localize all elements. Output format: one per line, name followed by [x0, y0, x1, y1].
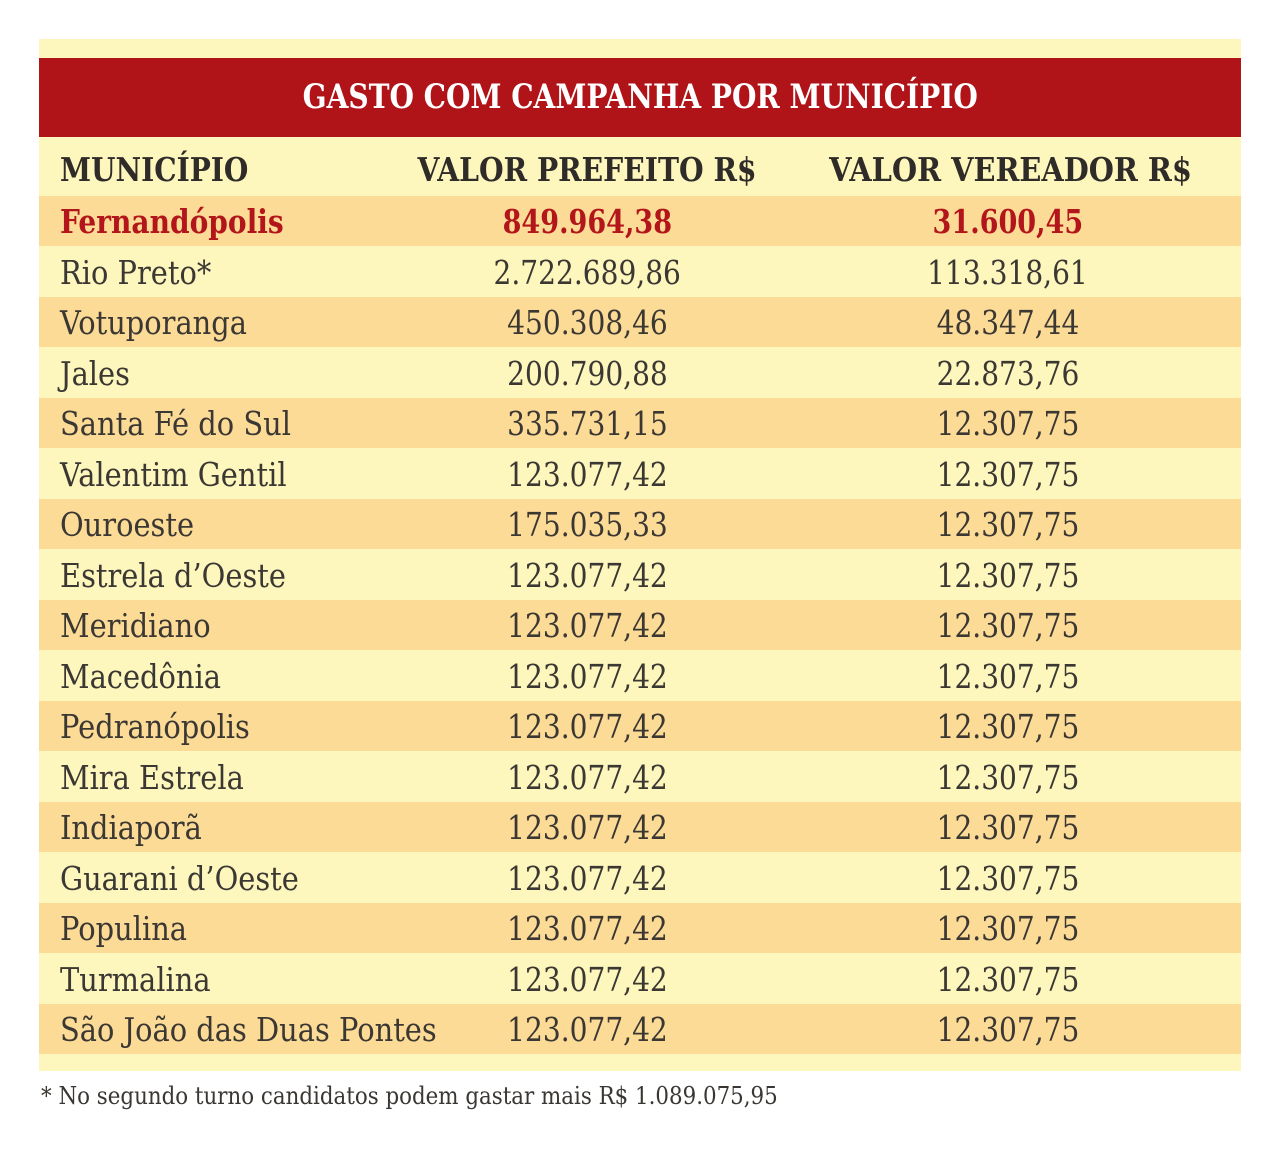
- cell-municipio: São João das Duas Pontes: [60, 1010, 437, 1050]
- cell-valor-prefeito: 123.077,42: [506, 1010, 668, 1050]
- table-row: Pedranópolis 123.077,42 12.307,75: [39, 700, 1241, 751]
- column-header-valor-vereador: VALOR VEREADOR R$: [829, 149, 1192, 189]
- table-row: Rio Preto* 2.722.689,86 113.318,61: [39, 246, 1241, 297]
- cell-valor-vereador: 12.307,75: [936, 707, 1079, 747]
- cell-valor-vereador: 12.307,75: [936, 858, 1079, 898]
- column-header-municipio: MUNICÍPIO: [60, 149, 249, 189]
- table-row: Jales 200.790,88 22.873,76: [39, 347, 1241, 398]
- cell-valor-vereador: 12.307,75: [936, 757, 1079, 797]
- cell-valor-prefeito: 123.077,42: [506, 757, 668, 797]
- cell-valor-prefeito: 123.077,42: [506, 858, 668, 898]
- cell-valor-vereador: 22.873,76: [936, 353, 1079, 393]
- table-row: Mira Estrela 123.077,42 12.307,75: [39, 751, 1241, 802]
- cell-municipio: Fernandópolis: [60, 202, 284, 242]
- cell-valor-vereador: 12.307,75: [936, 959, 1079, 999]
- cell-valor-vereador: 113.318,61: [927, 252, 1088, 292]
- cell-municipio: Santa Fé do Sul: [60, 404, 291, 444]
- table-card: GASTO COM CAMPANHA POR MUNICÍPIO MUNICÍP…: [39, 39, 1241, 1071]
- cell-valor-prefeito: 123.077,42: [506, 606, 668, 646]
- cell-valor-prefeito: 123.077,42: [506, 454, 668, 494]
- cell-municipio: Meridiano: [60, 606, 211, 646]
- cell-municipio: Votuporanga: [60, 303, 247, 343]
- cell-municipio: Populina: [60, 909, 188, 949]
- cell-valor-prefeito: 450.308,46: [506, 303, 668, 343]
- table-body: Fernandópolis 849.964,38 31.600,45 Rio P…: [39, 195, 1241, 1054]
- table-row: Santa Fé do Sul 335.731,15 12.307,75: [39, 397, 1241, 448]
- cell-municipio: Jales: [60, 353, 130, 393]
- cell-valor-vereador: 12.307,75: [936, 1010, 1079, 1050]
- cell-valor-vereador: 12.307,75: [936, 404, 1079, 444]
- cell-municipio: Indiaporã: [60, 808, 202, 848]
- cell-valor-prefeito: 123.077,42: [506, 959, 668, 999]
- table-row: Meridiano 123.077,42 12.307,75: [39, 599, 1241, 650]
- cell-valor-prefeito: 123.077,42: [506, 909, 668, 949]
- table-header-row: MUNICÍPIO VALOR PREFEITO R$ VALOR VEREAD…: [39, 137, 1241, 196]
- cell-valor-vereador: 12.307,75: [936, 808, 1079, 848]
- cell-valor-prefeito: 200.790,88: [506, 353, 668, 393]
- table-row: Fernandópolis 849.964,38 31.600,45: [39, 195, 1241, 246]
- cell-valor-vereador: 12.307,75: [936, 555, 1079, 595]
- table-row: Guarani d’Oeste 123.077,42 12.307,75: [39, 852, 1241, 903]
- cell-valor-prefeito: 123.077,42: [506, 707, 668, 747]
- cell-valor-prefeito: 123.077,42: [506, 808, 668, 848]
- table-row: Ouroeste 175.035,33 12.307,75: [39, 498, 1241, 549]
- cell-valor-vereador: 12.307,75: [936, 606, 1079, 646]
- cell-valor-prefeito: 123.077,42: [506, 656, 668, 696]
- cell-municipio: Pedranópolis: [60, 707, 250, 747]
- cell-valor-prefeito: 2.722.689,86: [493, 252, 681, 292]
- table-row: São João das Duas Pontes 123.077,42 12.3…: [39, 1003, 1241, 1054]
- column-header-valor-prefeito: VALOR PREFEITO R$: [417, 149, 757, 189]
- cell-municipio: Mira Estrela: [60, 757, 244, 797]
- cell-municipio: Valentim Gentil: [60, 454, 287, 494]
- cell-municipio: Ouroeste: [60, 505, 195, 545]
- table-row: Indiaporã 123.077,42 12.307,75: [39, 801, 1241, 852]
- table-row: Votuporanga 450.308,46 48.347,44: [39, 296, 1241, 347]
- cell-municipio: Macedônia: [60, 656, 221, 696]
- table-row: Estrela d’Oeste 123.077,42 12.307,75: [39, 549, 1241, 600]
- table-title: GASTO COM CAMPANHA POR MUNICÍPIO: [302, 77, 978, 117]
- cell-valor-vereador: 48.347,44: [936, 303, 1079, 343]
- table-row: Valentim Gentil 123.077,42 12.307,75: [39, 448, 1241, 499]
- table-row: Macedônia 123.077,42 12.307,75: [39, 650, 1241, 701]
- cell-valor-vereador: 12.307,75: [936, 656, 1079, 696]
- spending-table: MUNICÍPIO VALOR PREFEITO R$ VALOR VEREAD…: [39, 137, 1241, 1054]
- cell-valor-prefeito: 175.035,33: [506, 505, 668, 545]
- cell-municipio: Estrela d’Oeste: [60, 555, 286, 595]
- cell-municipio: Turmalina: [60, 959, 211, 999]
- table-row: Turmalina 123.077,42 12.307,75: [39, 953, 1241, 1004]
- cell-valor-vereador: 12.307,75: [936, 454, 1079, 494]
- table-row: Populina 123.077,42 12.307,75: [39, 902, 1241, 953]
- title-bar: GASTO COM CAMPANHA POR MUNICÍPIO: [39, 58, 1241, 137]
- cell-valor-prefeito: 335.731,15: [506, 404, 668, 444]
- cell-valor-vereador: 12.307,75: [936, 909, 1079, 949]
- cell-valor-prefeito: 123.077,42: [506, 555, 668, 595]
- cell-municipio: Guarani d’Oeste: [60, 858, 299, 898]
- cell-valor-vereador: 12.307,75: [936, 505, 1079, 545]
- cell-valor-prefeito: 849.964,38: [502, 202, 672, 242]
- cell-municipio: Rio Preto*: [60, 252, 212, 292]
- footnote: * No segundo turno candidatos podem gast…: [41, 1082, 778, 1110]
- cell-valor-vereador: 31.600,45: [932, 202, 1083, 242]
